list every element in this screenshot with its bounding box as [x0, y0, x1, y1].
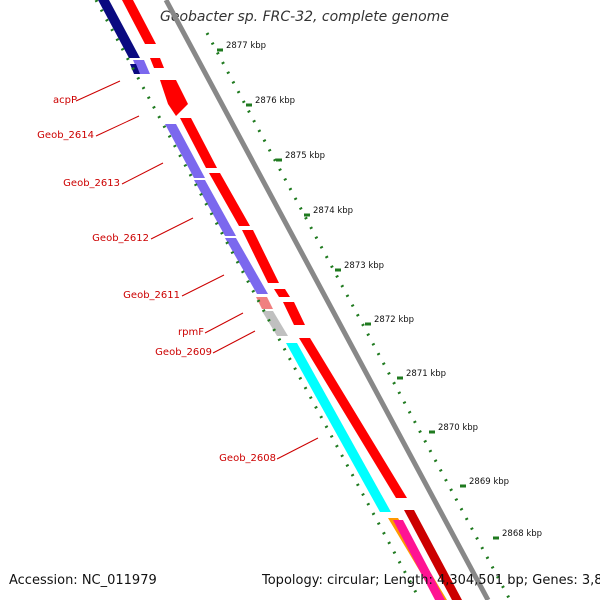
gene-label-leader — [75, 80, 121, 102]
gene-label[interactable]: rpmF — [178, 327, 204, 338]
scale-tick-label: 2872 kbp — [374, 315, 414, 325]
map-title: Geobacter sp. FRC-32, complete genome — [160, 9, 449, 25]
scale-ticks: 2877 kbp 2876 kbp 2875 kbp 2874 kbp 2873 kbp… — [217, 41, 542, 540]
scale-tick-label: 2874 kbp — [313, 206, 353, 216]
gene-label-leader — [121, 162, 164, 185]
scale-tick-label: 2877 kbp — [226, 41, 266, 51]
backbone — [163, 0, 491, 600]
gene-label-leader — [181, 274, 225, 297]
genome-stats: Topology: circular; Length: 4,304,501 bp… — [262, 573, 600, 588]
scale-tick-label: 2873 kbp — [344, 261, 384, 271]
feature-rpmF-pink — [256, 297, 273, 309]
scale-tick-label: 2870 kbp — [438, 423, 478, 433]
gene-label[interactable]: Geob_2612 — [92, 233, 149, 244]
gene-label-leader — [204, 312, 244, 334]
feature-Geob_2612-purple-a — [194, 180, 236, 236]
feature-red-2608 — [299, 338, 407, 498]
gene-label[interactable]: Geob_2613 — [63, 178, 120, 189]
scale-tick-label: 2876 kbp — [255, 96, 295, 106]
gene-labels: acpP Geob_2614 Geob_2613 Geob_2612 Geob_2611… — [37, 80, 319, 464]
feature-red-2613 — [180, 118, 217, 168]
feature-Geob_2612-purple-b — [225, 238, 268, 294]
gene-label[interactable]: acpP — [53, 95, 77, 106]
gene-label-leader — [276, 437, 319, 460]
gene-label[interactable]: Geob_2609 — [155, 347, 212, 358]
feature-navy-top — [98, 0, 140, 58]
gene-label-leader — [95, 115, 140, 137]
feature-red-2609 — [283, 302, 305, 325]
feature-red-acpP — [150, 58, 164, 68]
gene-label-leader — [212, 330, 256, 354]
gene-label-leader — [150, 217, 194, 240]
outer-tick-track — [205, 32, 512, 600]
accession-text: Accession: NC_011979 — [9, 573, 157, 588]
feature-acpP-dark — [130, 64, 140, 74]
scale-tick-label: 2871 kbp — [406, 369, 446, 379]
feature-acpP-block — [133, 60, 150, 74]
forward-strand-features — [122, 0, 462, 600]
gene-label[interactable]: Geob_2611 — [123, 290, 180, 301]
feature-Geob_2609-gray — [262, 311, 288, 336]
feature-red-bottom — [404, 510, 462, 600]
gene-label[interactable]: Geob_2608 — [219, 453, 276, 464]
feature-Geob_2608-teal — [286, 343, 391, 512]
feature-red-2611 — [242, 230, 279, 283]
gene-label[interactable]: Geob_2614 — [37, 130, 94, 141]
feature-red-top — [122, 0, 156, 44]
feature-red-rpmF — [274, 289, 290, 297]
scale-tick-label: 2869 kbp — [469, 477, 509, 487]
feature-Geob_2613-purple — [165, 124, 205, 178]
feature-magenta-bottom — [393, 520, 445, 600]
scale-tick-label: 2875 kbp — [285, 151, 325, 161]
scale-tick-label: 2868 kbp — [502, 529, 542, 539]
feature-red-2612 — [209, 173, 250, 226]
feature-red-2614 — [160, 80, 188, 116]
